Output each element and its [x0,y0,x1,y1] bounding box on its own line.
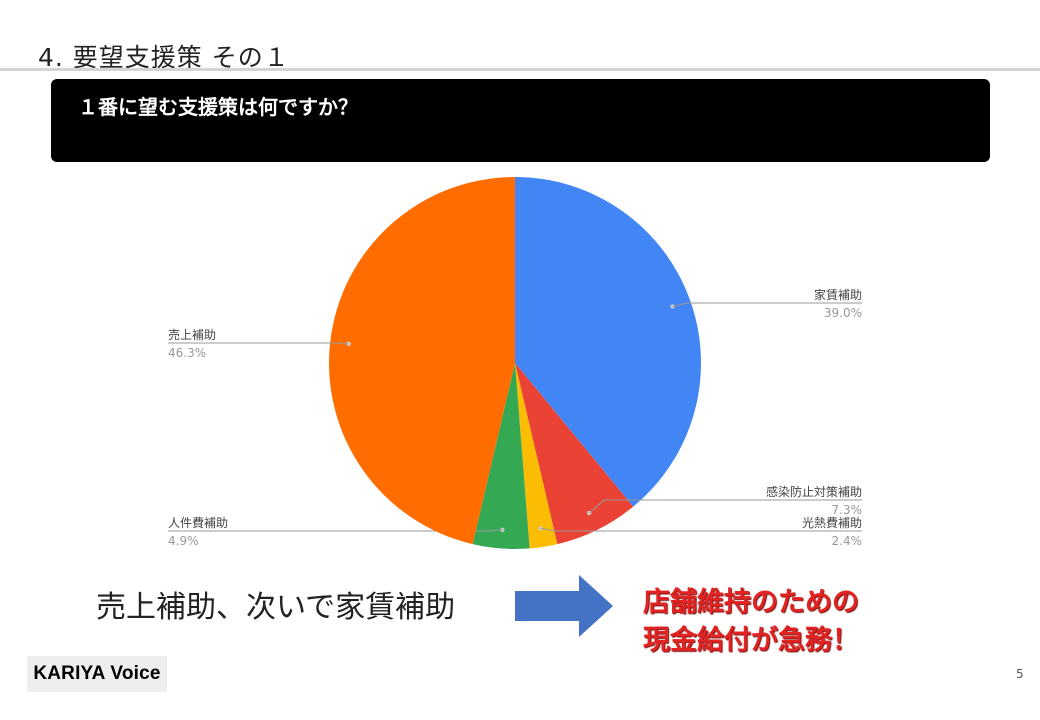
title-divider [0,68,1040,71]
leader-line [168,529,503,532]
slice-label: 売上補助 [168,327,216,342]
leader-line [672,302,862,307]
pie-slice [515,363,634,545]
pie-slice [328,177,515,545]
page-number: 5 [1016,667,1024,681]
question-banner: １番に望む支援策は何ですか？ [51,79,990,162]
slice-label: 感染防止対策補助 [766,484,862,499]
brand-badge: KARIYA Voice [27,656,167,692]
slice-value-label: 2.4% [832,534,863,548]
callout-line-2: 現金給付が急務！ [643,625,859,656]
slice-label: 家賃補助 [814,287,862,302]
callout-text: 店舗維持のための 現金給付が急務！ [643,584,859,660]
leader-line [588,499,862,514]
pie-slice [515,177,701,507]
brand-name: KARIYA Voice [33,663,161,684]
pie-slice [515,363,558,549]
callout-line-1: 店舗維持のための [643,587,859,618]
slice-value-label: 39.0% [824,306,862,320]
leader-line [168,342,349,345]
slice-label: 人件費補助 [168,515,228,530]
slice-value-label: 46.3% [168,346,206,360]
summary-text: 売上補助、次いで家賃補助 [96,590,456,625]
slice-value-label: 7.3% [832,503,863,517]
right-arrow-icon [515,575,613,637]
slide-title: 4. 要望支援策 その１ [38,43,290,72]
question-text: １番に望む支援策は何ですか？ [78,95,358,119]
leader-line [540,527,862,532]
pie-slice [472,363,530,549]
slice-label: 光熱費補助 [802,515,862,530]
slice-value-label: 4.9% [168,534,199,548]
